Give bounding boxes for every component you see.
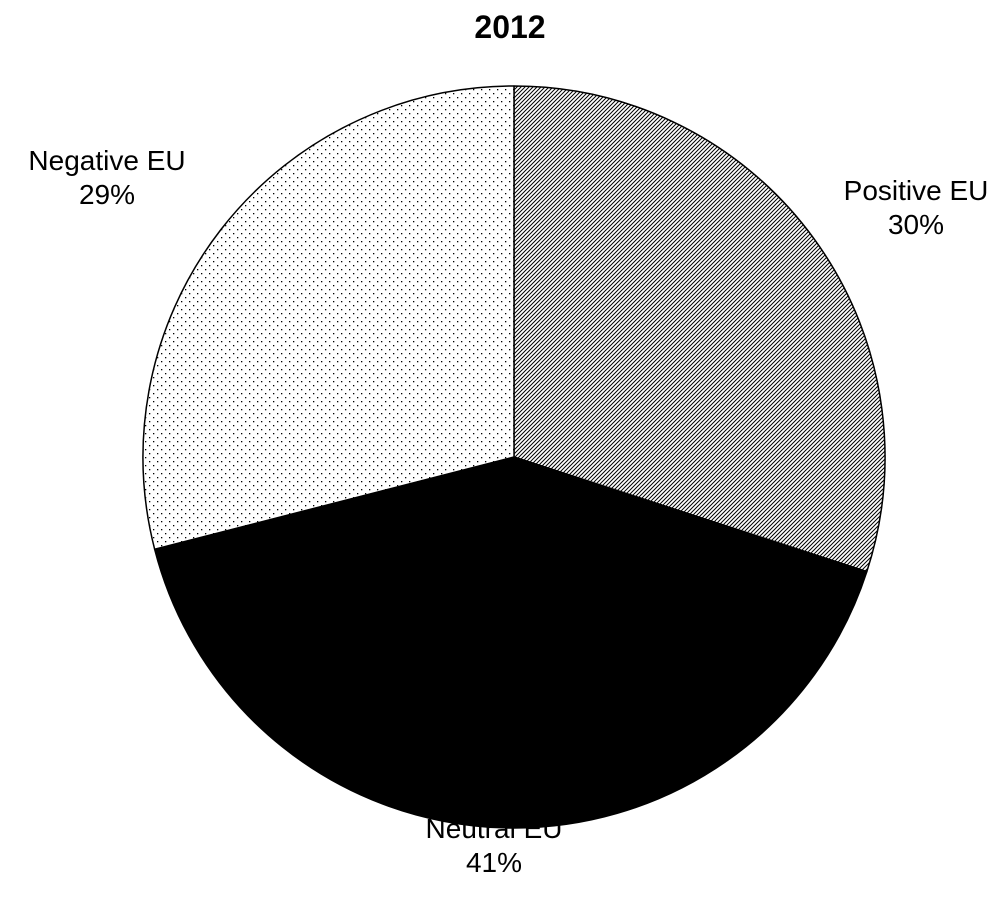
slice-category-positive-eu: Positive EU — [844, 175, 989, 206]
slice-category-negative-eu: Negative EU — [28, 145, 185, 176]
slice-label-neutral-eu: Neutral EU 41% — [426, 813, 563, 878]
slice-percent-negative-eu: 29% — [79, 179, 135, 210]
pie-slice-neutral-eu — [153, 456, 868, 829]
pie-slice-negative-eu — [142, 85, 515, 551]
slice-percent-positive-eu: 30% — [888, 209, 944, 240]
slice-label-positive-eu: Positive EU 30% — [844, 175, 989, 240]
slice-percent-neutral-eu: 41% — [466, 847, 522, 878]
pie-slices — [142, 85, 886, 829]
chart-title: 2012 — [474, 9, 545, 45]
pie-slice-positive-eu — [513, 85, 886, 573]
slice-labels: Positive EU 30% Neutral EU 41% Negative EU 29… — [28, 145, 988, 878]
slice-category-neutral-eu: Neutral EU — [426, 813, 563, 844]
slice-label-negative-eu: Negative EU 29% — [28, 145, 185, 210]
